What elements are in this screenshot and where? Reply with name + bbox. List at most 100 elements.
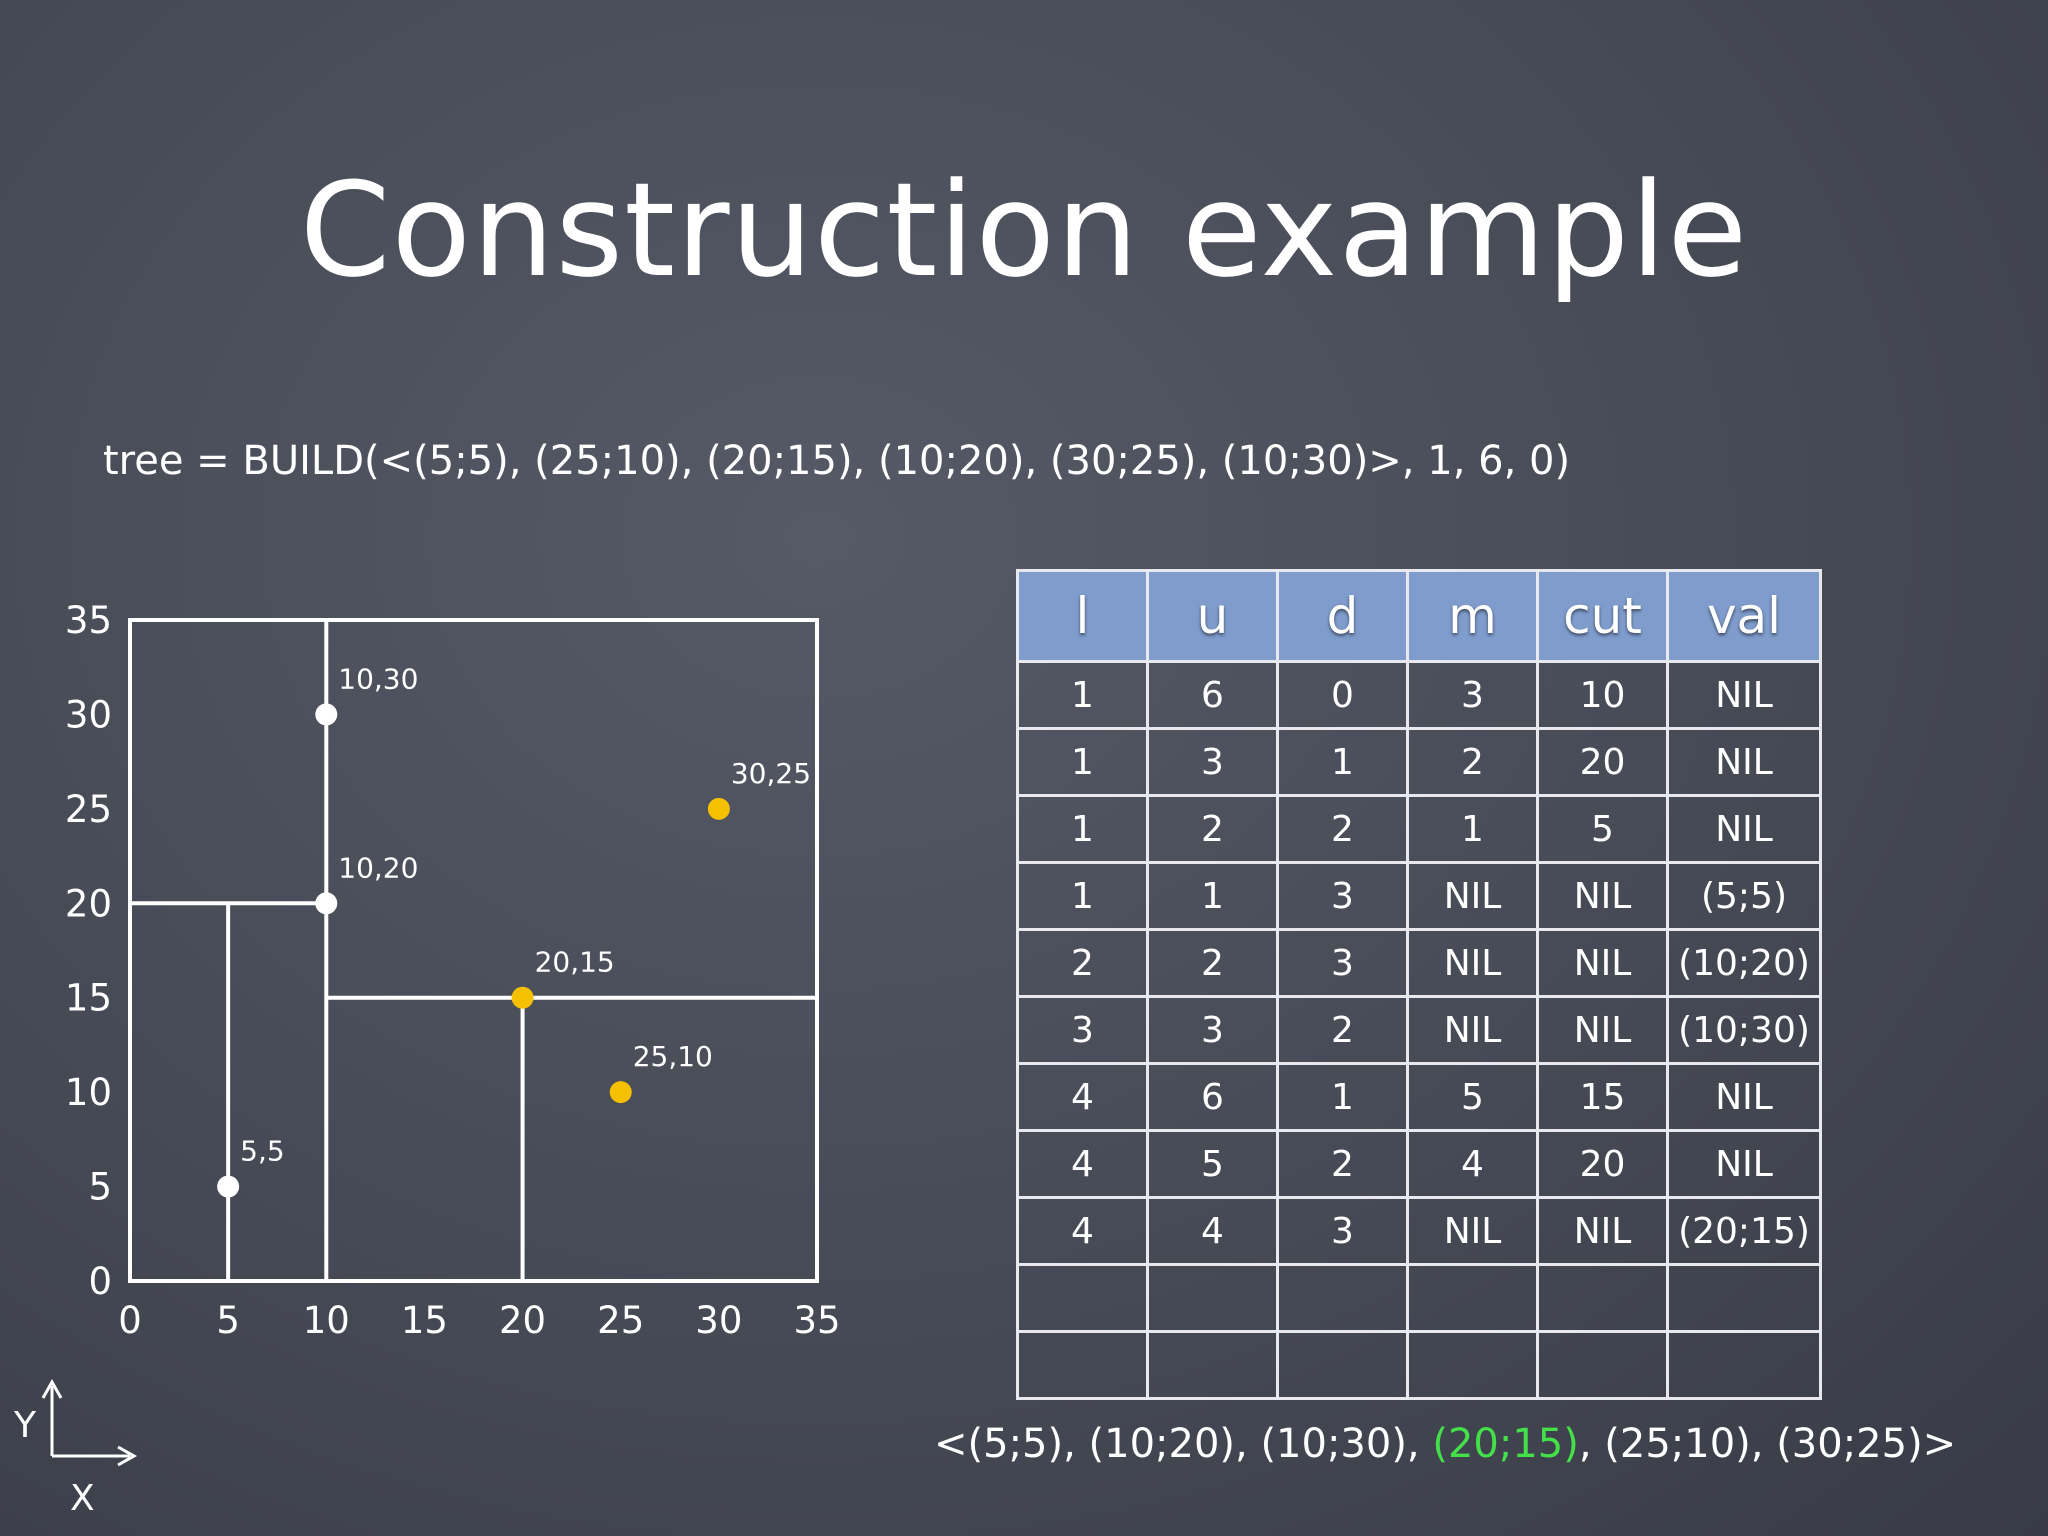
cell-u: 1 bbox=[1146, 861, 1279, 931]
table-row: 4 4 3 NIL NIL (20;15) bbox=[1016, 1196, 1822, 1266]
table-row: 2 2 3 NIL NIL (10;20) bbox=[1016, 928, 1822, 998]
cell-d bbox=[1276, 1263, 1409, 1333]
y-tick-label: 20 bbox=[65, 882, 112, 925]
x-axis-letter: X bbox=[70, 1478, 95, 1519]
cell-u: 6 bbox=[1146, 660, 1279, 730]
cell-val bbox=[1666, 1263, 1822, 1333]
x-tick-label: 30 bbox=[695, 1299, 742, 1342]
cell-cut bbox=[1536, 1263, 1669, 1333]
cell-d: 3 bbox=[1276, 1196, 1409, 1266]
data-point-25-10 bbox=[609, 1081, 632, 1104]
sorted-list-suffix: , (25;10), (30;25)> bbox=[1578, 1421, 1957, 1467]
cell-cut bbox=[1536, 1330, 1669, 1400]
data-point-30-25 bbox=[707, 797, 730, 820]
y-tick-label: 0 bbox=[88, 1260, 112, 1303]
cell-val bbox=[1666, 1330, 1822, 1400]
cell-m bbox=[1406, 1263, 1539, 1333]
sorted-list-highlight: (20;15) bbox=[1432, 1421, 1579, 1467]
cell-val: NIL bbox=[1666, 1062, 1822, 1132]
cell-m: NIL bbox=[1406, 861, 1539, 931]
table-header-row: l u d m cut val bbox=[1016, 569, 1822, 663]
cell-l: 1 bbox=[1016, 660, 1149, 730]
cell-d: 2 bbox=[1276, 794, 1409, 864]
cell-d: 0 bbox=[1276, 660, 1409, 730]
plot-frame bbox=[128, 618, 819, 1283]
cell-cut: 20 bbox=[1536, 1129, 1669, 1199]
x-tick-label: 15 bbox=[401, 1299, 448, 1342]
y-tick-label: 35 bbox=[65, 599, 112, 642]
cell-u: 5 bbox=[1146, 1129, 1279, 1199]
cell-d: 3 bbox=[1276, 928, 1409, 998]
cell-u: 3 bbox=[1146, 727, 1279, 797]
table-row: 1 2 2 1 5 NIL bbox=[1016, 794, 1822, 864]
point-label: 10,30 bbox=[338, 662, 418, 695]
point-label: 5,5 bbox=[240, 1135, 285, 1168]
table-row: 1 1 3 NIL NIL (5;5) bbox=[1016, 861, 1822, 931]
table-row: 1 3 1 2 20 NIL bbox=[1016, 727, 1822, 797]
cell-cut: NIL bbox=[1536, 995, 1669, 1065]
cell-d: 2 bbox=[1276, 995, 1409, 1065]
table-row: 4 6 1 5 15 NIL bbox=[1016, 1062, 1822, 1132]
cell-val: NIL bbox=[1666, 1129, 1822, 1199]
x-tick-label: 25 bbox=[597, 1299, 644, 1342]
cell-u bbox=[1146, 1263, 1279, 1333]
cell-u: 6 bbox=[1146, 1062, 1279, 1132]
x-tick-label: 20 bbox=[499, 1299, 546, 1342]
cell-u: 2 bbox=[1146, 928, 1279, 998]
cell-l: 4 bbox=[1016, 1062, 1149, 1132]
header-u: u bbox=[1146, 569, 1279, 663]
y-arrow-head-icon bbox=[41, 1378, 63, 1399]
cell-m: 2 bbox=[1406, 727, 1539, 797]
table-row: 4 5 2 4 20 NIL bbox=[1016, 1129, 1822, 1199]
cell-val: (20;15) bbox=[1666, 1196, 1822, 1266]
cell-m: 1 bbox=[1406, 794, 1539, 864]
cell-l: 4 bbox=[1016, 1196, 1149, 1266]
table-row: 1 6 0 3 10 NIL bbox=[1016, 660, 1822, 730]
header-m: m bbox=[1406, 569, 1539, 663]
x-tick-label: 10 bbox=[303, 1299, 350, 1342]
data-point-10-30 bbox=[315, 703, 338, 726]
cell-m bbox=[1406, 1330, 1539, 1400]
cell-l: 2 bbox=[1016, 928, 1149, 998]
cell-cut: 20 bbox=[1536, 727, 1669, 797]
x-tick-label: 35 bbox=[793, 1299, 840, 1342]
cell-m: 3 bbox=[1406, 660, 1539, 730]
cell-u bbox=[1146, 1330, 1279, 1400]
header-cut: cut bbox=[1536, 569, 1669, 663]
x-tick-label: 5 bbox=[216, 1299, 240, 1342]
cell-cut: 15 bbox=[1536, 1062, 1669, 1132]
cell-m: NIL bbox=[1406, 928, 1539, 998]
sorted-list-prefix: <(5;5), (10;20), (10;30), bbox=[934, 1421, 1433, 1467]
cell-cut: NIL bbox=[1536, 928, 1669, 998]
y-tick-label: 30 bbox=[65, 693, 112, 736]
point-label: 25,10 bbox=[633, 1040, 713, 1073]
y-axis-letter: Y bbox=[13, 1405, 37, 1446]
cell-l: 4 bbox=[1016, 1129, 1149, 1199]
point-label: 10,20 bbox=[338, 851, 418, 884]
data-point-5-5 bbox=[217, 1175, 240, 1198]
cell-u: 4 bbox=[1146, 1196, 1279, 1266]
header-val: val bbox=[1666, 569, 1822, 663]
x-tick-label: 0 bbox=[118, 1299, 142, 1342]
cell-l: 1 bbox=[1016, 861, 1149, 931]
cell-d: 1 bbox=[1276, 1062, 1409, 1132]
point-label: 30,25 bbox=[731, 757, 811, 790]
y-tick-label: 10 bbox=[65, 1071, 112, 1114]
cell-m: 5 bbox=[1406, 1062, 1539, 1132]
y-tick-label: 15 bbox=[65, 977, 112, 1020]
y-tick-label: 25 bbox=[65, 788, 112, 831]
slide-title: Construction example bbox=[299, 154, 1749, 306]
cell-m: 4 bbox=[1406, 1129, 1539, 1199]
kd-tree-table: l u d m cut val 1 6 0 3 10 NIL 1 3 1 2 20 NIL 1 2 2 1 5 NIL 1 1 3… bbox=[1016, 569, 1822, 1400]
cell-d bbox=[1276, 1330, 1409, 1400]
cell-d: 2 bbox=[1276, 1129, 1409, 1199]
y-tick-label: 5 bbox=[88, 1166, 112, 1209]
cell-l bbox=[1016, 1263, 1149, 1333]
cell-val: NIL bbox=[1666, 794, 1822, 864]
cell-val: (10;20) bbox=[1666, 928, 1822, 998]
header-d: d bbox=[1276, 569, 1409, 663]
build-call-formula: tree = BUILD(<(5;5), (25;10), (20;15), (… bbox=[103, 438, 1571, 484]
cell-cut: NIL bbox=[1536, 1196, 1669, 1266]
cell-cut: 5 bbox=[1536, 794, 1669, 864]
